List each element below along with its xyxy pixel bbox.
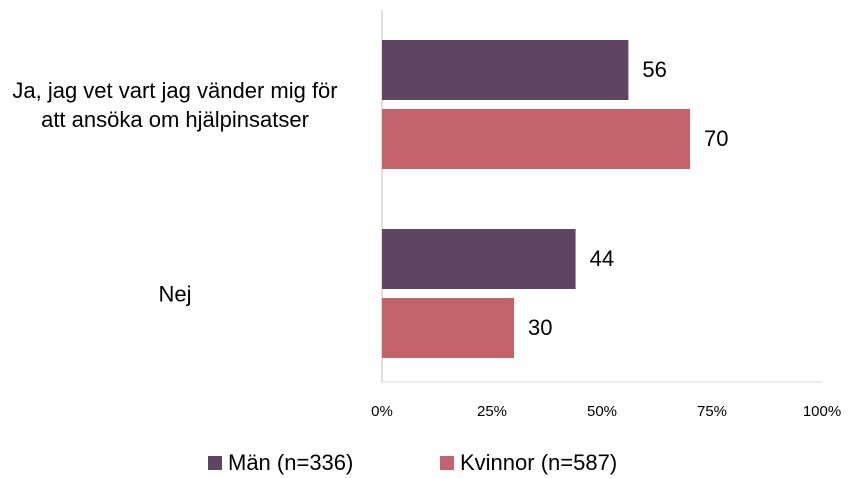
x-tick-label: 100%	[803, 403, 841, 420]
legend-label: Kvinnor (n=587)	[460, 450, 617, 475]
legend-swatch	[208, 456, 222, 470]
bar	[382, 109, 690, 169]
x-tick-label: 50%	[587, 403, 617, 420]
x-tick-label: 25%	[477, 403, 507, 420]
value-label: 70	[704, 126, 728, 151]
x-tick-label: 0%	[371, 403, 393, 420]
value-label: 56	[642, 57, 666, 82]
category-label: Nej	[158, 281, 192, 306]
bar	[382, 229, 576, 289]
value-label: 44	[590, 246, 614, 271]
legend-swatch	[440, 456, 454, 470]
category-label: Ja, jag vet vart jag vänder mig för att …	[12, 77, 338, 132]
bar	[382, 40, 629, 100]
legend-label: Män (n=336)	[228, 450, 353, 475]
bar	[382, 298, 514, 358]
x-tick-label: 75%	[697, 403, 727, 420]
value-label: 30	[528, 315, 552, 340]
